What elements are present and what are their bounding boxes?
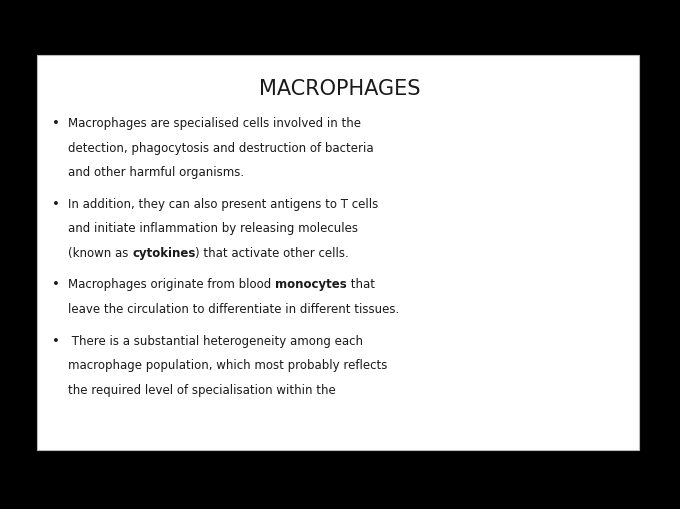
Text: ) that activate other cells.: ) that activate other cells.: [196, 246, 350, 259]
Text: •: •: [52, 278, 60, 291]
Text: MACROPHAGES: MACROPHAGES: [259, 79, 421, 99]
Text: •: •: [52, 197, 60, 210]
Text: that: that: [347, 278, 375, 291]
Text: and other harmful organisms.: and other harmful organisms.: [68, 166, 244, 179]
Text: the required level of specialisation within the: the required level of specialisation wit…: [68, 383, 336, 395]
Text: Macrophages originate from blood: Macrophages originate from blood: [68, 278, 275, 291]
Text: detection, phagocytosis and destruction of bacteria: detection, phagocytosis and destruction …: [68, 142, 373, 154]
Text: monocytes: monocytes: [275, 278, 347, 291]
Text: In addition, they can also present antigens to T cells: In addition, they can also present antig…: [68, 197, 378, 210]
Text: •: •: [52, 334, 60, 347]
Text: macrophage population, which most probably reflects: macrophage population, which most probab…: [68, 358, 388, 371]
Text: There is a substantial heterogeneity among each: There is a substantial heterogeneity amo…: [68, 334, 363, 347]
Bar: [37, 56, 639, 450]
Text: leave the circulation to differentiate in different tissues.: leave the circulation to differentiate i…: [68, 302, 399, 315]
Text: cytokines: cytokines: [132, 246, 196, 259]
Text: (known as: (known as: [68, 246, 132, 259]
Text: •: •: [52, 117, 60, 130]
Text: Macrophages are specialised cells involved in the: Macrophages are specialised cells involv…: [68, 117, 361, 130]
Text: and initiate inflammation by releasing molecules: and initiate inflammation by releasing m…: [68, 222, 358, 235]
